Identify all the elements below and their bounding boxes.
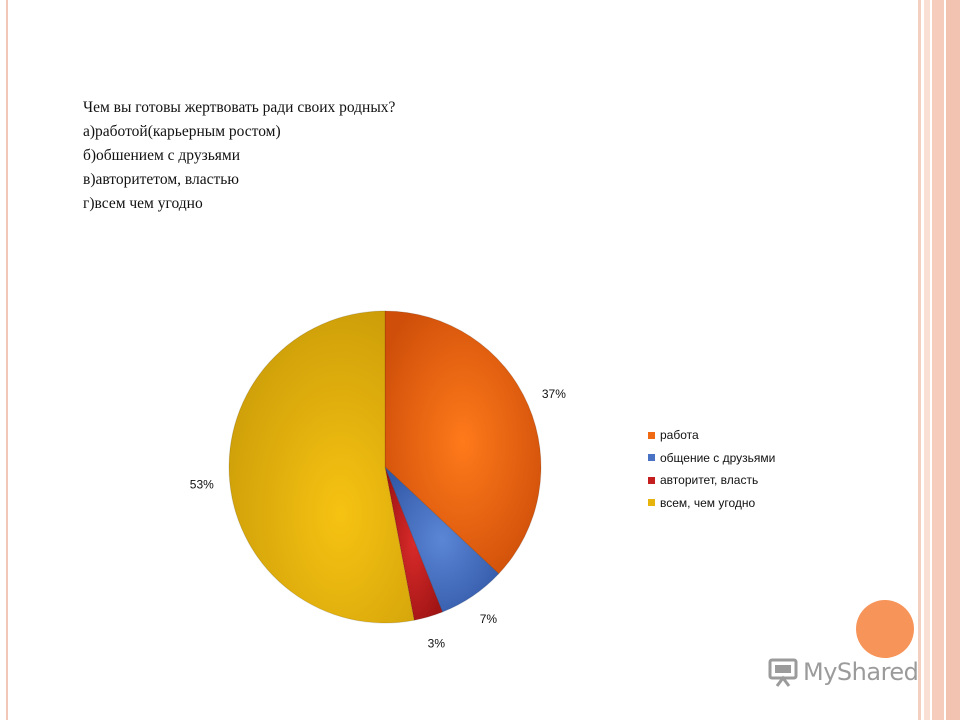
watermark: MyShared — [767, 656, 919, 688]
legend-label: работа — [660, 428, 699, 443]
legend-item-anything: всем, чем угодно — [648, 492, 775, 515]
legend-item-friends: общение с друзьями — [648, 447, 775, 470]
pie-slice-anything — [228, 310, 415, 624]
legend-swatch — [648, 476, 655, 484]
question-block: Чем вы готовы жертвовать ради своих родн… — [83, 96, 395, 216]
legend-label: авторитет, власть — [660, 473, 759, 488]
presentation-icon — [768, 658, 798, 687]
question-option-d: г)всем чем угодно — [83, 195, 203, 212]
legend-swatch — [648, 499, 655, 507]
pie-slice-work — [384, 310, 542, 575]
chart-legend: работа общение с друзьями авторитет, вла… — [648, 424, 775, 514]
watermark-text: MyShared — [803, 658, 919, 686]
decorative-circle — [856, 600, 914, 658]
data-label-authority: 3% — [428, 637, 446, 651]
slide-stripes — [924, 0, 960, 720]
legend-item-authority: авторитет, власть — [648, 469, 775, 492]
data-label-work: 37% — [542, 387, 566, 401]
legend-label: всем, чем угодно — [660, 495, 756, 510]
slide-frame-right — [918, 0, 921, 720]
question-option-b: б)обшением с друзьями — [83, 147, 241, 164]
legend-swatch — [648, 454, 655, 462]
data-label-friends: 7% — [480, 612, 498, 626]
legend-item-work: работа — [648, 424, 775, 447]
pie-slice-authority — [384, 466, 444, 621]
data-label-anything: 53% — [190, 477, 214, 491]
question-option-c: в)авторитетом, властью — [83, 171, 239, 188]
question-option-a: а)работой(карьерным ростом) — [83, 123, 281, 140]
question-title: Чем вы готовы жертвовать ради своих родн… — [83, 99, 396, 116]
pie-slice-friends — [384, 466, 500, 613]
slide-frame-left — [6, 0, 8, 720]
legend-swatch — [648, 431, 655, 439]
legend-label: общение с друзьями — [660, 450, 776, 465]
